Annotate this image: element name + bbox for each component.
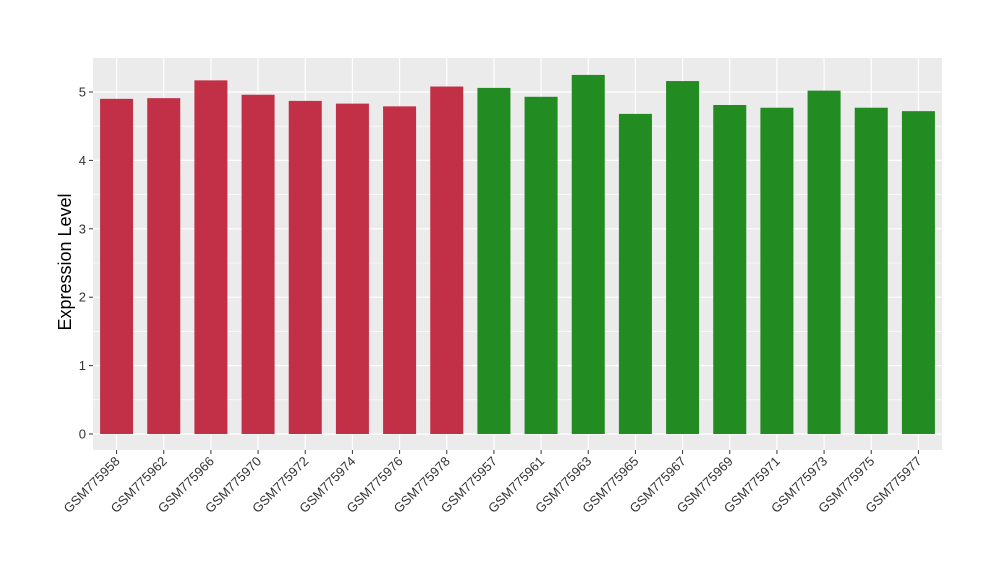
bar-GSM775965: [618, 113, 652, 434]
bar-GSM775978: [430, 86, 464, 434]
bar-GSM775967: [666, 81, 700, 434]
bars: [100, 74, 935, 435]
y-tick-label: 2: [79, 290, 86, 305]
y-tick-label: 0: [79, 427, 86, 442]
bar-GSM775958: [100, 98, 134, 434]
y-tick-label: 3: [79, 221, 86, 236]
y-axis: 0 1 2 3 4 5: [79, 85, 93, 442]
bar-GSM775972: [288, 100, 322, 434]
y-tick-label: 4: [79, 153, 86, 168]
y-axis-title: Expression Level: [55, 193, 75, 330]
bar-GSM775977: [901, 111, 935, 434]
bar-GSM775976: [383, 106, 417, 434]
bar-GSM775969: [713, 104, 747, 434]
y-tick-label: 5: [79, 85, 86, 100]
bar-GSM775963: [571, 74, 605, 435]
y-tick-label: 1: [79, 358, 86, 373]
x-axis: GSM775958GSM775962GSM775966GSM775970GSM7…: [60, 450, 925, 516]
bar-GSM775971: [760, 107, 794, 435]
minor-gridlines: [93, 125, 942, 401]
bar-GSM775966: [194, 80, 228, 434]
bar-GSM775974: [335, 103, 369, 435]
bar-GSM775973: [807, 90, 841, 434]
bar-GSM775962: [147, 98, 181, 434]
bar-GSM775961: [524, 96, 558, 435]
bar-GSM775957: [477, 87, 511, 435]
plot-panel: [93, 58, 942, 450]
bar-GSM775970: [241, 94, 275, 435]
bar-GSM775975: [854, 107, 888, 435]
